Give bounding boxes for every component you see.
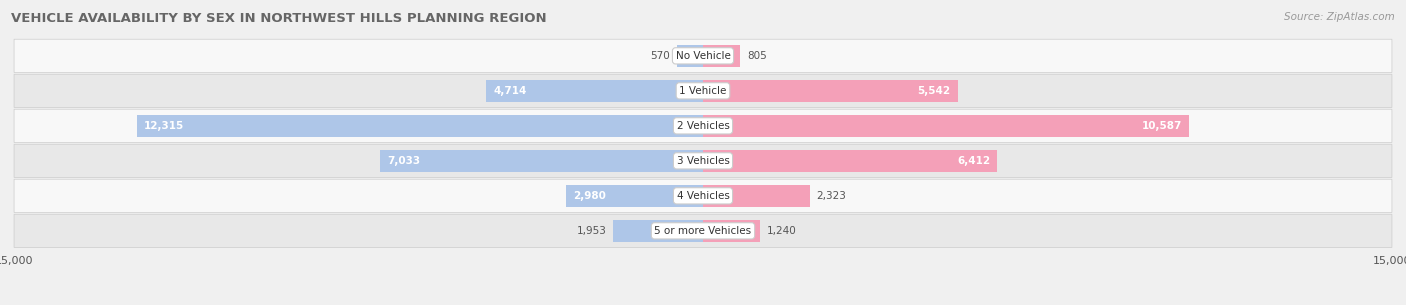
FancyBboxPatch shape <box>14 144 1392 178</box>
FancyBboxPatch shape <box>14 179 1392 213</box>
Text: 2 Vehicles: 2 Vehicles <box>676 121 730 131</box>
Text: 4 Vehicles: 4 Vehicles <box>676 191 730 201</box>
Text: 6,412: 6,412 <box>957 156 991 166</box>
Bar <box>703 115 1189 137</box>
Bar <box>676 45 703 67</box>
Bar <box>138 115 703 137</box>
Text: No Vehicle: No Vehicle <box>675 51 731 61</box>
Text: Source: ZipAtlas.com: Source: ZipAtlas.com <box>1284 12 1395 22</box>
Text: 805: 805 <box>747 51 766 61</box>
Text: 1 Vehicle: 1 Vehicle <box>679 86 727 96</box>
Bar <box>703 185 810 207</box>
Text: 7,033: 7,033 <box>387 156 420 166</box>
FancyBboxPatch shape <box>14 109 1392 142</box>
FancyBboxPatch shape <box>14 214 1392 247</box>
Text: VEHICLE AVAILABILITY BY SEX IN NORTHWEST HILLS PLANNING REGION: VEHICLE AVAILABILITY BY SEX IN NORTHWEST… <box>11 12 547 25</box>
Bar <box>567 185 703 207</box>
FancyBboxPatch shape <box>14 39 1392 73</box>
Text: 5,542: 5,542 <box>918 86 950 96</box>
Bar <box>703 45 740 67</box>
Bar <box>703 80 957 102</box>
Bar <box>613 220 703 242</box>
Text: 2,980: 2,980 <box>574 191 606 201</box>
Bar <box>703 220 761 242</box>
Text: 5 or more Vehicles: 5 or more Vehicles <box>654 226 752 236</box>
Text: 4,714: 4,714 <box>494 86 527 96</box>
Text: 10,587: 10,587 <box>1142 121 1182 131</box>
Text: 1,953: 1,953 <box>576 226 606 236</box>
Text: 12,315: 12,315 <box>145 121 184 131</box>
Text: 1,240: 1,240 <box>766 226 797 236</box>
Bar <box>486 80 703 102</box>
Text: 3 Vehicles: 3 Vehicles <box>676 156 730 166</box>
Text: 2,323: 2,323 <box>817 191 846 201</box>
Text: 570: 570 <box>650 51 669 61</box>
FancyBboxPatch shape <box>14 74 1392 107</box>
Bar <box>703 150 997 172</box>
Bar <box>380 150 703 172</box>
